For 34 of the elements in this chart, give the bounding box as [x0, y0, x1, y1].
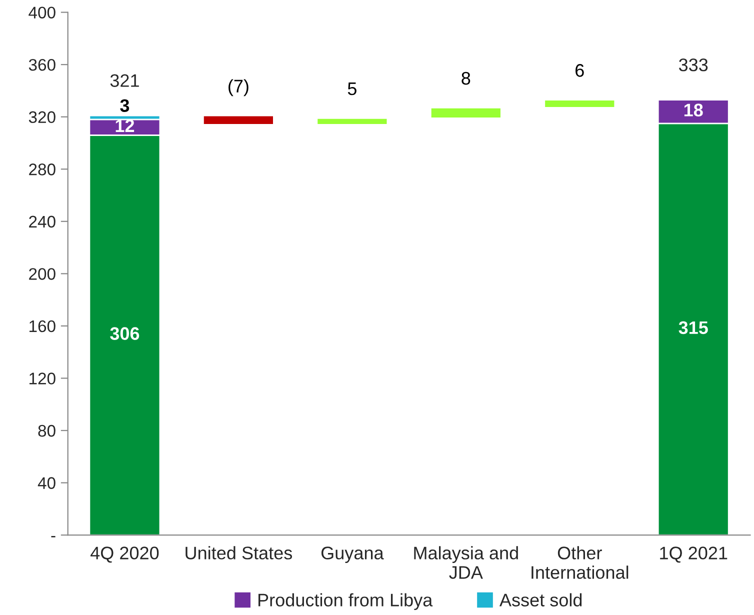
data-label: 6 [576, 64, 584, 77]
x-tick-label: 4Q 2020 [90, 546, 159, 563]
y-tick-label: 360 [28, 58, 56, 71]
x-tick-label: Malaysia and JDA [414, 546, 518, 579]
y-tick-label: 320 [28, 111, 56, 124]
total-label: 321 [110, 74, 139, 87]
y-tick-label: 80 [38, 424, 56, 437]
data-label: 306 [110, 327, 140, 340]
y-tick-label: 40 [38, 477, 56, 489]
bar [430, 107, 502, 119]
y-tick-label: 160 [30, 320, 56, 332]
x-tick-label: 1Q 2021 [660, 546, 728, 563]
legend-label: Production from Libya [258, 593, 433, 610]
data-label: 315 [678, 321, 708, 334]
data-label: 18 [684, 104, 703, 116]
y-tick-label: 280 [29, 164, 56, 176]
data-label: 12 [116, 119, 134, 132]
bar [316, 117, 388, 126]
y-tick-label: 200 [29, 268, 56, 280]
y-tick-label: 400 [28, 6, 56, 19]
x-tick-label: Other International [532, 546, 628, 579]
y-tick-label: 120 [30, 372, 56, 384]
data-label: 5 [348, 82, 356, 96]
total-label: 333 [678, 58, 708, 72]
data-label: 3 [120, 99, 130, 112]
data-label: 8 [462, 72, 470, 85]
legend-label: Asset sold [499, 593, 582, 606]
y-tick-label: 240 [29, 216, 56, 228]
bar [202, 114, 274, 126]
bar [544, 99, 616, 108]
data-label: (7) [228, 79, 248, 96]
y-tick-label: - [51, 536, 56, 538]
x-tick-label: United States [186, 546, 292, 560]
x-tick-label: Guyana [321, 546, 384, 563]
